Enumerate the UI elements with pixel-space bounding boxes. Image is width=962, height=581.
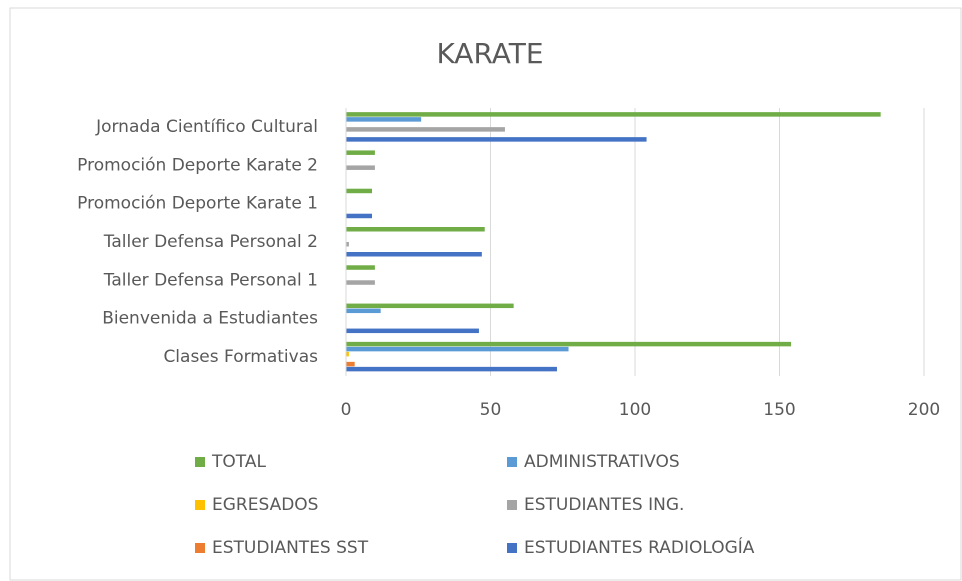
bar [346,361,355,367]
legend-marker [507,457,517,467]
bar [346,127,505,132]
bar [346,242,349,247]
chart-title: KARATE [436,37,543,70]
x-tick-label: 150 [763,400,795,420]
bar [346,303,514,309]
legend-marker [195,543,205,553]
bar [346,227,485,232]
y-tick-label: Promoción Deporte Karate 2 [77,155,318,175]
bar [346,252,482,257]
legend-label: ESTUDIANTES ING. [524,495,684,515]
legend-label: EGRESADOS [212,495,318,515]
x-tick-label: 50 [480,400,502,420]
legend-label: TOTAL [211,452,266,472]
legend-label: ADMINISTRATIVOS [524,452,680,472]
bar [346,351,349,357]
chart-border [9,7,962,581]
legend-marker [507,500,517,510]
bar [346,150,375,155]
legend-label: ESTUDIANTES SST [212,538,369,558]
bar [346,346,569,352]
x-tick-label: 0 [341,400,352,420]
legend-marker [195,500,205,510]
bar [346,112,881,117]
y-tick-label: Jornada Científico Cultural [95,117,318,137]
y-tick-label: Bienvenida a Estudiantes [102,309,318,329]
bar [346,117,422,122]
x-tick-label: 200 [908,400,940,420]
y-tick-label: Taller Defensa Personal 1 [103,270,318,290]
legend-marker [507,543,517,553]
bar [346,341,792,347]
bar [346,137,647,142]
bar [346,308,381,314]
bar [346,165,375,170]
legend-label: ESTUDIANTES RADIOLOGÍA [524,536,755,558]
legend-marker [195,457,205,467]
x-tick-label: 100 [619,400,651,420]
bar [346,265,375,270]
y-tick-label: Taller Defensa Personal 2 [103,232,318,252]
bar [346,188,373,194]
bar [346,280,375,285]
bar [346,366,557,372]
y-tick-label: Clases Formativas [163,347,318,367]
bar [346,213,373,219]
bar [346,328,479,334]
y-tick-label: Promoción Deporte Karate 1 [77,194,318,214]
